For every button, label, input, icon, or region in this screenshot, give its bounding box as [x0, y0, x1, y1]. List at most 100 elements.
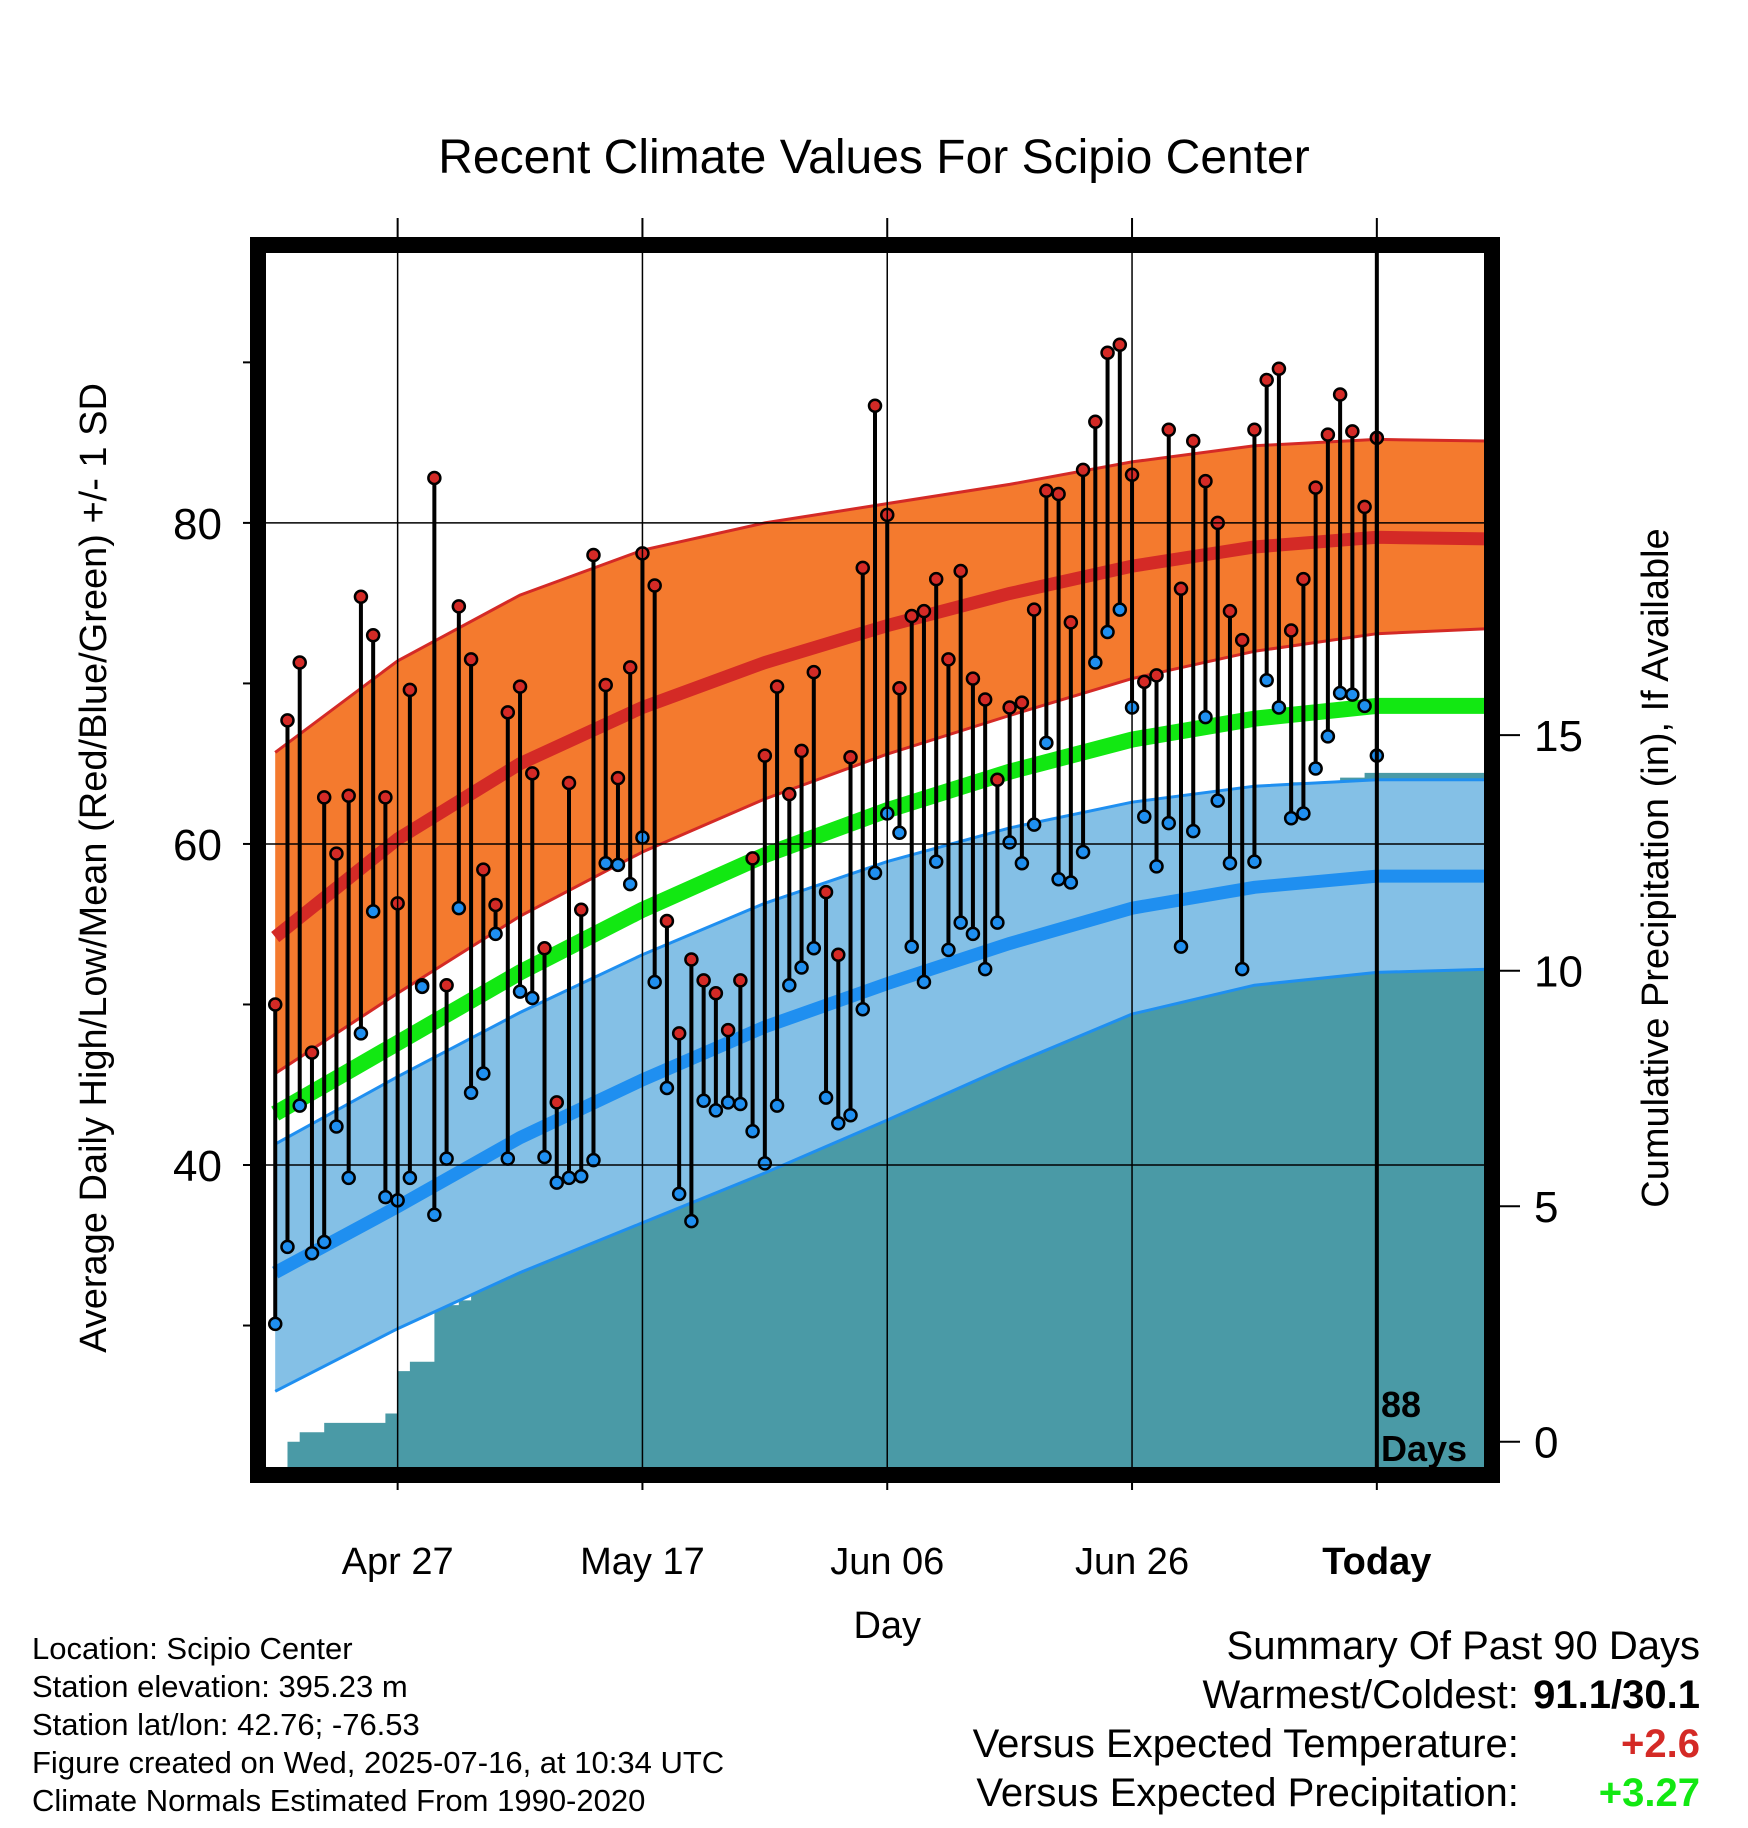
high-temp-point [598, 677, 613, 693]
high-temp-point [794, 743, 809, 759]
low-temp-point [1210, 793, 1225, 808]
y-axis-label: Average Daily High/Low/Mean (Red/Blue/Gr… [73, 383, 115, 1353]
high-temp-point [1185, 433, 1201, 449]
high-temp-point [427, 470, 442, 486]
x-tick-label: Today [1322, 1541, 1431, 1583]
low-temp-point [1234, 961, 1250, 977]
low-temp-point [1063, 875, 1079, 890]
high-temp-point [292, 655, 307, 670]
x-tick-label: Apr 27 [342, 1541, 454, 1583]
high-temp-point [316, 790, 332, 805]
x-tick-label: Jun 06 [830, 1541, 944, 1583]
high-temp-point [1357, 499, 1372, 515]
low-temp-point [928, 854, 944, 869]
high-temp-point [1320, 427, 1336, 442]
low-temp-point [733, 1096, 748, 1112]
low-temp-point [659, 1080, 675, 1096]
latlon-text: Station lat/lon: 42.76; -76.53 [32, 1707, 420, 1742]
chart-title: Recent Climate Values For Scipio Center [438, 131, 1310, 184]
high-temp-point [1112, 337, 1128, 352]
high-temp-point [782, 786, 797, 802]
low-temp-point [267, 1316, 283, 1332]
x-axis-label: Day [853, 1605, 921, 1647]
low-temp-point [941, 942, 956, 958]
high-temp-point [1271, 361, 1287, 377]
low-temp-point [794, 960, 809, 975]
high-temp-point [1014, 695, 1030, 710]
low-temp-point [610, 857, 626, 873]
high-temp-point [745, 851, 760, 866]
high-temp-point [488, 897, 503, 913]
low-temp-point [990, 915, 1005, 930]
high-temp-point [365, 628, 381, 643]
low-temp-point [1296, 806, 1311, 821]
low-temp-point [500, 1151, 516, 1166]
y2-tick-label: 10 [1534, 948, 1583, 997]
low-temp-point [1271, 700, 1287, 715]
low-temp-point [1112, 602, 1128, 617]
low-temp-point [378, 1189, 393, 1205]
high-temp-point [990, 772, 1005, 787]
high-temp-point [708, 985, 724, 1001]
low-temp-point [1161, 815, 1177, 831]
low-temp-point [1039, 735, 1054, 751]
high-temp-point [941, 652, 956, 667]
today-days-label: 88 Days [1381, 1384, 1467, 1469]
high-temp-point [1259, 372, 1274, 388]
high-temp-point [573, 902, 589, 918]
low-temp-point [1222, 855, 1238, 871]
high-temp-point [1332, 387, 1348, 402]
low-temp-point [806, 941, 822, 956]
low-temp-point [1332, 685, 1348, 701]
low-temp-point [708, 1103, 724, 1118]
low-temp-point [965, 926, 981, 942]
low-temp-point [488, 926, 503, 942]
low-temp-point [341, 1170, 356, 1186]
low-temp-point [647, 974, 662, 990]
low-temp-point [280, 1239, 295, 1255]
high-temp-point [1173, 581, 1189, 596]
temp-value: +2.6 [1621, 1722, 1700, 1766]
low-temp-point [1075, 844, 1091, 860]
station-info: Location: Scipio Center Station elevatio… [32, 1630, 724, 1820]
high-temp-point [353, 589, 369, 604]
high-temp-point [622, 660, 638, 675]
high-temp-point [1198, 473, 1213, 489]
high-temp-point [720, 1022, 736, 1038]
low-temp-point [916, 974, 932, 990]
y2-axis-label: Cumulative Precipitation (in), If Availa… [1635, 528, 1677, 1207]
low-temp-point [671, 1186, 687, 1202]
high-temp-point [733, 973, 748, 988]
high-temp-point [1161, 422, 1177, 438]
location-text: Location: Scipio Center [32, 1631, 353, 1666]
high-temp-point [1149, 668, 1164, 683]
low-temp-point [696, 1093, 711, 1109]
high-temp-point [1026, 602, 1042, 617]
low-temp-point [292, 1098, 307, 1113]
high-temp-point [378, 790, 393, 805]
high-temp-point [892, 680, 907, 696]
low-temp-point [463, 1085, 479, 1101]
low-temp-point [818, 1090, 834, 1105]
low-temp-point [1345, 687, 1360, 702]
low-temp-point [304, 1246, 320, 1261]
high-temp-point [329, 846, 344, 861]
high-temp-point [463, 652, 479, 667]
high-temp-point [1283, 623, 1299, 638]
precip-value: +3.27 [1598, 1771, 1700, 1815]
high-temp-point [806, 664, 822, 680]
low-temp-point [745, 1124, 760, 1139]
low-temp-point [904, 939, 919, 954]
high-temp-point [549, 1095, 565, 1110]
high-temp-point [267, 997, 283, 1012]
low-temp-point [561, 1170, 577, 1186]
high-temp-point [696, 973, 711, 988]
low-temp-point [855, 1002, 871, 1017]
high-temp-point [1137, 674, 1152, 690]
plot-area [267, 337, 1487, 1470]
high-temp-point [647, 578, 662, 593]
low-temp-point [1002, 835, 1017, 850]
high-temp-point [1075, 462, 1091, 478]
temp-label: Versus Expected Temperature: [972, 1722, 1519, 1766]
high-temp-point [818, 884, 834, 900]
